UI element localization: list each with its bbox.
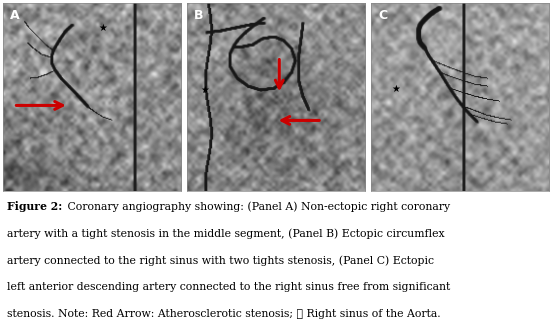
Text: Coronary angiography showing: (Panel A) Non-ectopic right coronary: Coronary angiography showing: (Panel A) … (63, 201, 450, 212)
Text: ★: ★ (200, 85, 209, 96)
Text: artery connected to the right sinus with two tights stenosis, (Panel C) Ectopic: artery connected to the right sinus with… (7, 255, 434, 266)
Text: stenosis. Note: Red Arrow: Atherosclerotic stenosis; ★ Right sinus of the Aorta.: stenosis. Note: Red Arrow: Atherosclerot… (7, 309, 440, 319)
Text: ★: ★ (391, 83, 400, 94)
Text: C: C (378, 9, 387, 22)
Text: artery with a tight stenosis in the middle segment, (Panel B) Ectopic circumflex: artery with a tight stenosis in the midd… (7, 228, 444, 239)
Text: Figure 2:: Figure 2: (7, 201, 62, 212)
Text: left anterior descending artery connected to the right sinus free from significa: left anterior descending artery connecte… (7, 282, 450, 292)
Text: A: A (10, 9, 19, 22)
Text: ★: ★ (98, 23, 107, 33)
Text: B: B (194, 9, 203, 22)
